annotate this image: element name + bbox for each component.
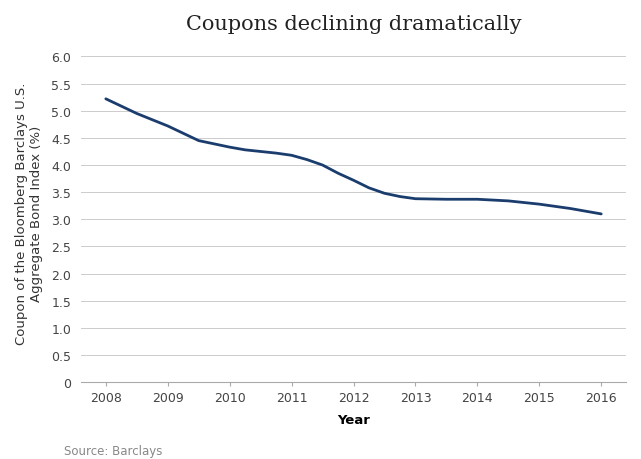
X-axis label: Year: Year — [337, 413, 370, 425]
Text: Source: Barclays: Source: Barclays — [64, 444, 162, 458]
Y-axis label: Coupon of the Bloomberg Barclays U.S.
Aggregate Bond Index (%): Coupon of the Bloomberg Barclays U.S. Ag… — [15, 82, 43, 344]
Title: Coupons declining dramatically: Coupons declining dramatically — [186, 15, 521, 34]
